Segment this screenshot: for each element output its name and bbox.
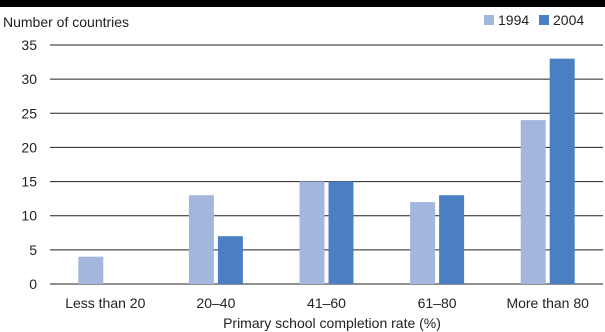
y-tick-label: 5 — [29, 242, 37, 258]
y-tick-label: 0 — [29, 276, 37, 292]
bar-2004-2 — [328, 181, 354, 284]
x-tick-label: Less than 20 — [65, 295, 145, 311]
x-tick-label: 41–60 — [307, 295, 346, 311]
y-axis-title: Number of countries — [3, 14, 129, 30]
y-tick-label: 30 — [21, 71, 37, 87]
bar-1994-0 — [78, 256, 104, 284]
bar-1994-4 — [520, 120, 546, 284]
y-tick-label: 15 — [21, 174, 37, 190]
bar-2004-1 — [217, 236, 243, 284]
bar-2004-4 — [549, 58, 575, 285]
legend-label-1994: 1994 — [498, 12, 529, 28]
legend-swatch-2004 — [539, 15, 549, 25]
legend-label-2004: 2004 — [553, 12, 584, 28]
y-tick-label: 10 — [21, 208, 37, 224]
top-rule — [0, 0, 605, 7]
bar-2004-3 — [439, 195, 465, 284]
x-tick-label: More than 80 — [506, 295, 589, 311]
legend-swatch-1994 — [484, 15, 494, 25]
bar-1994-2 — [299, 181, 325, 284]
bar-1994-1 — [188, 195, 214, 284]
y-tick-label: 35 — [21, 37, 37, 53]
labels-layer: 0 5 10 15 20 25 30 35 Less than 20 20–40 41–60 61–8… — [21, 37, 589, 311]
x-axis-title: Primary school completion rate (%) — [223, 315, 441, 331]
x-tick-label: 20–40 — [196, 295, 235, 311]
y-tick-label: 20 — [21, 139, 37, 155]
legend: 1994 2004 — [484, 12, 584, 28]
y-tick-label: 25 — [21, 105, 37, 121]
bars-layer — [78, 58, 575, 285]
grid-layer — [50, 44, 603, 285]
x-tick-label: 61–80 — [418, 295, 457, 311]
bar-1994-3 — [410, 202, 436, 284]
